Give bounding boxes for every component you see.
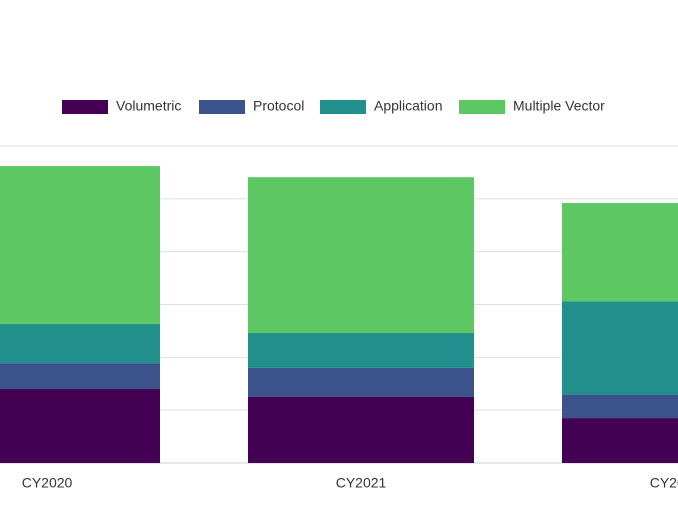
bar-segment — [0, 324, 160, 364]
bar-segment — [0, 166, 160, 325]
bar-segment — [562, 301, 678, 395]
bar-segment — [0, 389, 160, 463]
bar-segment — [562, 203, 678, 302]
bar-segment — [562, 418, 678, 463]
bar-segment — [248, 367, 474, 397]
legend-swatch — [62, 100, 108, 114]
bar-segment — [248, 177, 474, 334]
legend-swatch — [459, 100, 505, 114]
legend-label: Application — [374, 98, 443, 114]
bar-segment — [248, 396, 474, 463]
x-tick-label: CY2020 — [22, 475, 73, 491]
legend-swatch — [320, 100, 366, 114]
x-tick-label: CY2022 — [650, 475, 678, 491]
legend-label: Protocol — [253, 98, 304, 114]
legend-label: Multiple Vector — [513, 98, 605, 114]
bar-segment — [248, 333, 474, 368]
legend-swatch — [199, 100, 245, 114]
legend-label: Volumetric — [116, 98, 181, 114]
bar-segment — [0, 363, 160, 390]
bar-segment — [562, 394, 678, 419]
x-tick-label: CY2021 — [336, 475, 387, 491]
